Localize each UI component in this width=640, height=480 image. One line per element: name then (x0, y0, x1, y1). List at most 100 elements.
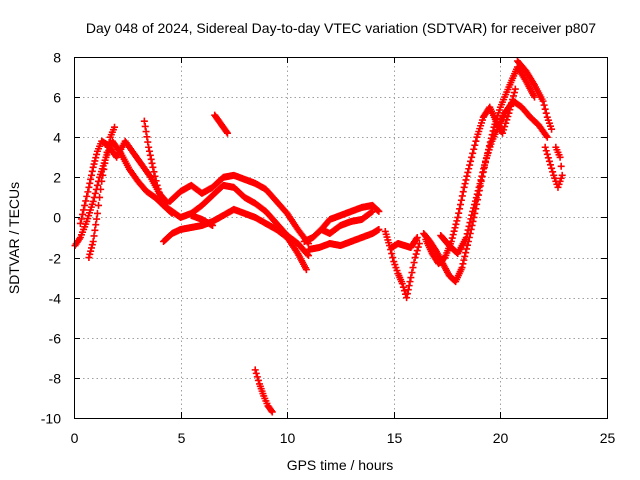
data-point (457, 201, 465, 209)
data-point (557, 162, 565, 170)
data-point (89, 197, 97, 205)
data-point (480, 165, 488, 173)
data-point (92, 221, 100, 229)
data-point (144, 138, 152, 146)
series-track-16 (420, 63, 539, 286)
data-point (153, 181, 161, 189)
data-point (469, 207, 477, 215)
data-point (461, 252, 469, 260)
y-tick-label: 0 (53, 210, 61, 226)
data-point (375, 225, 383, 233)
data-point (465, 222, 473, 230)
data-point (469, 149, 477, 157)
data-point (149, 163, 157, 171)
y-tick-label: -2 (49, 251, 62, 267)
data-point (531, 93, 539, 101)
series-track-6 (160, 181, 313, 260)
data-point (466, 161, 474, 169)
data-point (463, 245, 471, 253)
data-point (549, 168, 557, 176)
data-point (154, 185, 162, 193)
x-tick-label: 15 (387, 430, 403, 446)
y-tick-label: 8 (53, 50, 61, 66)
data-point (463, 230, 471, 238)
data-point (84, 188, 92, 196)
data-point (152, 177, 160, 185)
data-point (88, 167, 96, 175)
data-point (543, 150, 551, 158)
data-points (71, 57, 566, 416)
data-point (543, 133, 551, 141)
data-point (542, 132, 550, 140)
data-point (79, 210, 87, 218)
data-point (408, 269, 416, 277)
data-point (407, 274, 415, 282)
y-tick-label: -8 (49, 371, 62, 387)
data-point (470, 145, 478, 153)
data-point (403, 290, 411, 298)
data-point (91, 157, 99, 165)
data-point (99, 171, 107, 179)
data-point (85, 183, 93, 191)
data-point (97, 185, 105, 193)
y-tick-label: 4 (53, 130, 61, 146)
data-point (102, 153, 110, 161)
data-point (389, 254, 397, 262)
data-point (147, 155, 155, 163)
data-point (452, 220, 460, 228)
data-point (253, 373, 261, 381)
data-point (470, 204, 478, 212)
data-point (541, 105, 549, 113)
data-point (145, 143, 153, 151)
data-point (468, 153, 476, 161)
data-point (412, 235, 420, 243)
data-point (456, 205, 464, 213)
data-point (224, 129, 232, 137)
series-track-7 (166, 171, 313, 248)
y-axis-label: SDTVAR / TECUs (6, 182, 22, 294)
data-point (547, 161, 555, 169)
data-point (111, 123, 119, 131)
x-tick-label: 10 (280, 430, 296, 446)
data-point (457, 196, 465, 204)
data-point (476, 180, 484, 188)
data-point (552, 143, 560, 151)
data-point (145, 147, 153, 155)
data-point (223, 128, 231, 136)
data-point (388, 250, 396, 258)
data-point (478, 172, 486, 180)
data-point (302, 266, 310, 274)
y-tick-label: 2 (53, 170, 61, 186)
data-point (459, 260, 467, 268)
data-point (374, 207, 382, 215)
data-point (96, 193, 104, 201)
x-tick-label: 20 (493, 430, 509, 446)
data-point (155, 188, 163, 196)
data-point (404, 286, 412, 294)
series-track-8 (187, 211, 217, 229)
data-point (95, 201, 103, 209)
data-point (510, 89, 518, 97)
data-point (92, 154, 100, 162)
series-track-11 (305, 225, 383, 254)
data-point (93, 209, 101, 217)
data-point (209, 221, 217, 229)
data-point (474, 187, 482, 195)
data-point (87, 171, 95, 179)
data-point (151, 172, 159, 180)
data-point (409, 264, 417, 272)
data-point (464, 168, 472, 176)
chart-title: Day 048 of 2024, Sidereal Day-to-day VTE… (86, 20, 596, 36)
data-point (462, 234, 470, 241)
series-track-17 (422, 85, 519, 268)
data-point (77, 215, 85, 223)
data-point (451, 224, 459, 232)
data-point (544, 154, 552, 162)
data-point (103, 148, 111, 156)
data-point (477, 176, 485, 184)
series-track-20 (541, 143, 566, 191)
data-point (76, 219, 84, 227)
data-point (93, 181, 101, 189)
data-point (252, 369, 260, 377)
data-point (500, 126, 508, 134)
